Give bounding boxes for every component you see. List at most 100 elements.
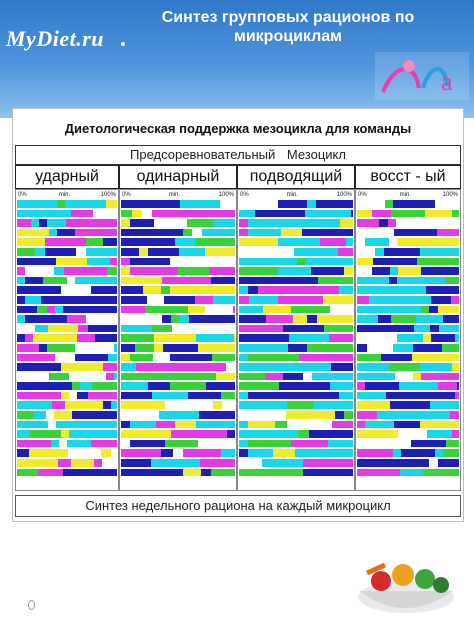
bar-segment xyxy=(248,439,292,448)
scale-end: 100% xyxy=(218,192,234,198)
bar-row xyxy=(357,219,459,227)
bar-segment xyxy=(147,468,183,477)
bar-row xyxy=(17,286,117,294)
bar-segment xyxy=(182,449,222,458)
bar-segment xyxy=(182,228,192,237)
bar-segment xyxy=(187,219,214,227)
bar-segment xyxy=(134,343,155,352)
bar-segment xyxy=(232,305,235,314)
bar-segment xyxy=(49,228,57,237)
bar-segment xyxy=(61,391,69,400)
bar-row xyxy=(17,391,117,400)
bar-segment xyxy=(357,353,382,362)
bar-segment xyxy=(420,420,459,429)
svg-text:a: a xyxy=(441,67,453,96)
bar-segment xyxy=(276,391,314,400)
bar-row xyxy=(357,324,459,333)
bar-row xyxy=(239,459,353,467)
bar-segment xyxy=(61,286,91,294)
bar-segment xyxy=(365,468,400,477)
bar-segment xyxy=(305,209,351,218)
bar-segment xyxy=(357,363,389,371)
bar-segment xyxy=(121,209,133,218)
bar-segment xyxy=(180,200,221,208)
bar-segment xyxy=(248,391,277,400)
bar-segment xyxy=(357,238,366,246)
bar-segment xyxy=(41,295,63,304)
bar-segment xyxy=(239,459,262,467)
bar-segment xyxy=(301,228,353,237)
bar-segment xyxy=(86,468,117,477)
bar-segment xyxy=(91,286,117,294)
bar-row xyxy=(239,209,353,218)
bar-segment xyxy=(164,295,196,304)
bar-segment xyxy=(17,363,43,371)
bar-segment xyxy=(248,449,258,458)
bar-segment xyxy=(201,228,235,237)
bar-row xyxy=(357,334,459,342)
bar-segment xyxy=(17,401,52,410)
bar-segment xyxy=(121,200,131,208)
bar-segment xyxy=(357,200,385,208)
bar-segment xyxy=(111,449,117,458)
bar-segment xyxy=(357,324,384,333)
bar-segment xyxy=(65,401,103,410)
phase-column-4: 0% min. 100% xyxy=(355,189,461,491)
bar-segment xyxy=(335,430,353,438)
bar-segment xyxy=(198,343,235,352)
header-banner: MyDiet.ru Синтез групповых рационов по м… xyxy=(0,0,474,118)
bar-segment xyxy=(156,420,175,429)
bar-segment xyxy=(239,449,249,458)
bar-segment xyxy=(91,439,117,448)
phase-column-1: 0% min. 100% xyxy=(15,189,119,491)
bar-row xyxy=(17,219,117,227)
bar-segment xyxy=(275,420,287,429)
bar-segment xyxy=(144,305,189,314)
bar-segment xyxy=(103,238,117,246)
site-logo[interactable]: MyDiet.ru xyxy=(6,26,105,51)
bar-row xyxy=(17,305,117,314)
bar-segment xyxy=(239,305,263,314)
bar-row xyxy=(17,372,117,381)
bar-segment xyxy=(17,391,61,400)
bar-row xyxy=(239,257,353,266)
bar-rows xyxy=(239,200,353,478)
bar-segment xyxy=(357,219,380,227)
bar-segment xyxy=(121,343,135,352)
bar-segment xyxy=(325,353,353,362)
bar-segment xyxy=(69,391,77,400)
bar-segment xyxy=(441,343,459,352)
bar-segment xyxy=(294,219,341,227)
bar-segment xyxy=(182,468,201,477)
bar-segment xyxy=(372,267,390,275)
bar-segment xyxy=(174,238,196,246)
bar-segment xyxy=(29,449,68,458)
bar-segment xyxy=(306,257,320,266)
bar-segment xyxy=(130,353,153,362)
bar-row xyxy=(239,363,353,371)
bar-segment xyxy=(343,276,353,285)
bar-segment xyxy=(65,200,106,208)
bar-segment xyxy=(86,238,103,246)
bar-segment xyxy=(437,459,459,467)
bar-segment xyxy=(162,430,172,438)
bar-segment xyxy=(47,343,75,352)
bar-segment xyxy=(135,363,178,371)
bar-segment xyxy=(110,257,117,266)
bar-segment xyxy=(121,257,131,266)
bar-segment xyxy=(388,276,397,285)
bar-segment xyxy=(233,334,235,342)
bar-segment xyxy=(17,343,39,352)
bar-row xyxy=(357,459,459,467)
bar-segment xyxy=(39,343,47,352)
bar-segment xyxy=(37,305,47,314)
bar-segment xyxy=(239,286,249,294)
bar-segment xyxy=(357,382,366,390)
decor-dot xyxy=(121,42,125,46)
bar-segment xyxy=(389,401,431,410)
bar-segment xyxy=(87,257,110,266)
bar-segment xyxy=(413,372,422,381)
bar-segment xyxy=(307,200,317,208)
bar-row xyxy=(357,295,459,304)
bar-segment xyxy=(390,315,417,323)
